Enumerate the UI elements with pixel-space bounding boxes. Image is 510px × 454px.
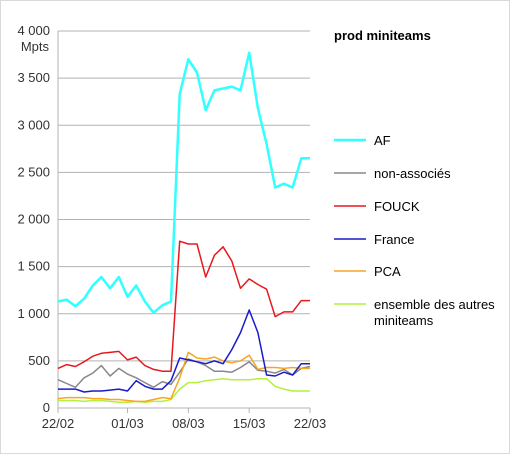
chart-title: prod miniteams: [334, 28, 431, 43]
series-line-pca: [57, 351, 310, 403]
y-tick-label: 3 500: [17, 70, 50, 85]
y-tick-label: 1 000: [17, 306, 50, 321]
series-line-ensemble-des-autres-miniteams: [58, 378, 310, 404]
legend-label: France: [374, 232, 414, 247]
legend-label: AF: [374, 133, 391, 148]
y-tick-label: 0: [43, 400, 50, 415]
y-tick-label: 3 000: [17, 117, 50, 132]
series-line-france: [58, 309, 310, 393]
y-tick-label: 1 500: [17, 259, 50, 274]
series-line-fouck: [57, 240, 310, 372]
x-tick-label: 15/03: [233, 416, 266, 431]
legend-label: FOUCK: [374, 199, 420, 214]
legend-label: miniteams: [374, 313, 434, 328]
legend-label: PCA: [374, 264, 401, 279]
y-tick-label: 2 500: [17, 164, 50, 179]
legend-label: non-associés: [374, 166, 451, 181]
series-line-af: [57, 51, 310, 315]
y-tick-label: 4 000: [17, 23, 50, 38]
x-tick-label: 22/03: [294, 416, 327, 431]
y-tick-label: 2 000: [17, 212, 50, 227]
x-tick-label: 01/03: [111, 416, 144, 431]
x-tick-label: 08/03: [172, 416, 205, 431]
legend-label: ensemble des autres: [374, 297, 495, 312]
x-tick-label: 22/02: [42, 416, 75, 431]
y-tick-label: 500: [28, 353, 50, 368]
y-axis-unit: Mpts: [21, 39, 50, 54]
